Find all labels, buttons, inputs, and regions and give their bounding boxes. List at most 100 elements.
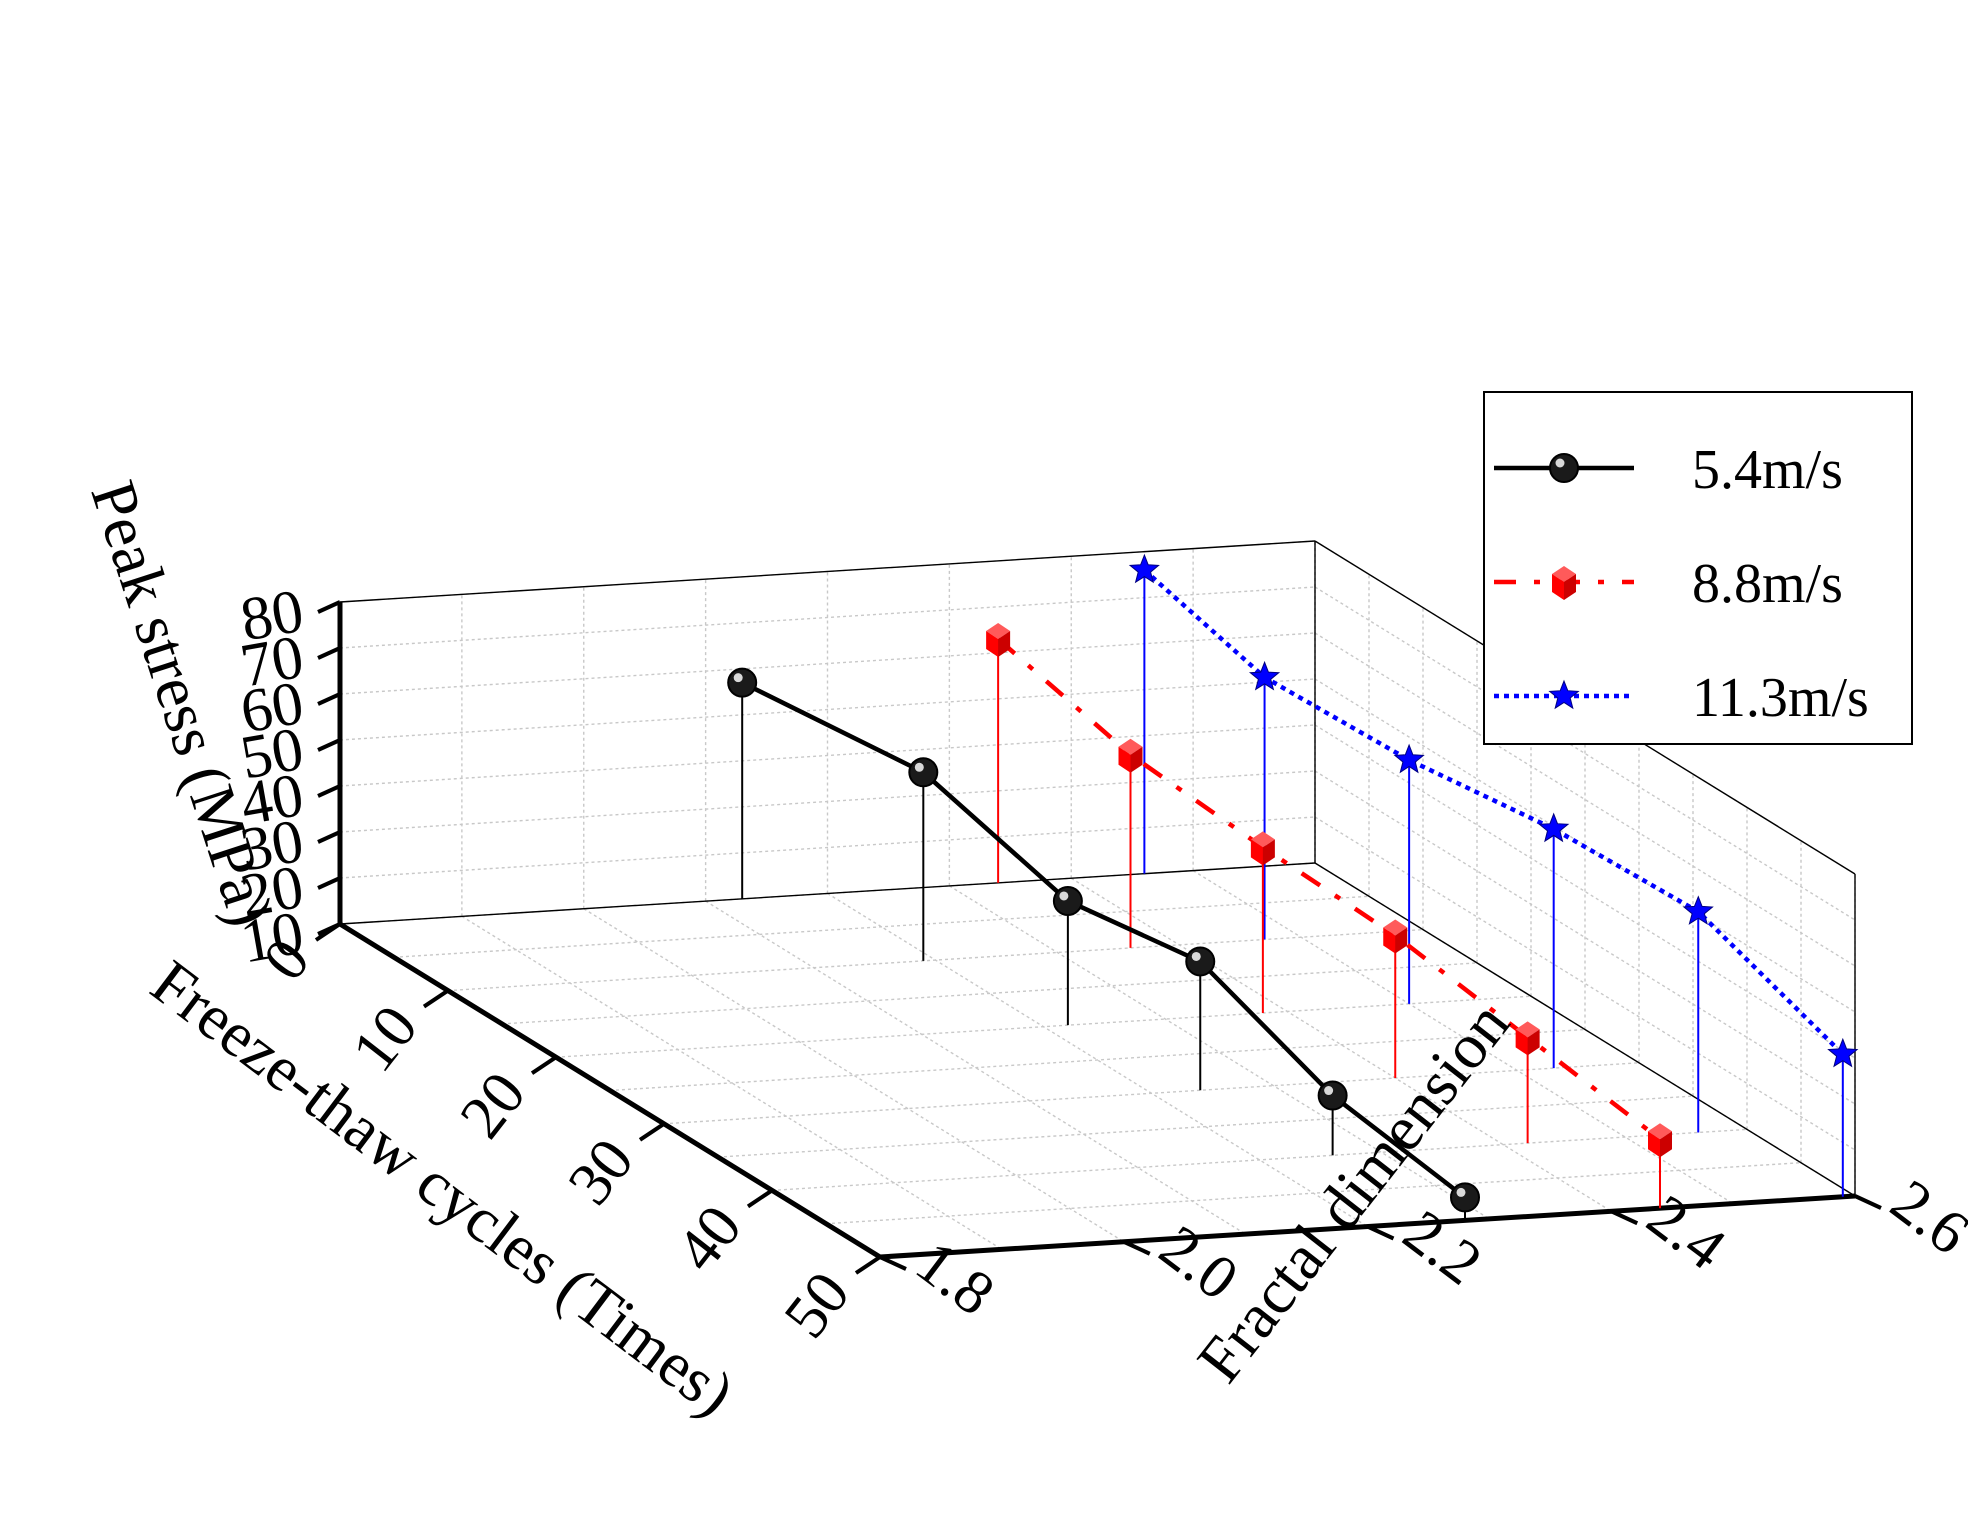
data-point	[986, 623, 1011, 658]
legend-label: 8.8m/s	[1692, 553, 1843, 615]
z-tick-label: 60	[236, 669, 309, 747]
grid-line	[1314, 770, 1856, 1105]
data-point	[1515, 1021, 1540, 1056]
grid-line	[1314, 678, 1856, 1013]
fractal-tick-label: 1.8	[904, 1228, 1007, 1329]
marker-right	[1564, 574, 1576, 600]
grid-line	[339, 816, 1316, 879]
marker-highlight	[1324, 1086, 1334, 1096]
z-tick	[317, 876, 341, 890]
marker-highlight	[733, 673, 743, 683]
x-tick-label: 30	[555, 1127, 647, 1218]
x-tick	[314, 922, 342, 942]
data-point	[1450, 1182, 1480, 1213]
data-point	[1317, 1080, 1348, 1111]
marker-star	[1682, 895, 1714, 925]
grid-line	[583, 908, 1125, 1243]
series-line	[1142, 568, 1845, 1056]
grid-line	[339, 678, 1316, 741]
legend-marker	[1552, 566, 1576, 600]
marker-right	[1660, 1131, 1672, 1158]
series-line	[996, 637, 1662, 1141]
grid-line	[393, 895, 1370, 958]
data-point	[1185, 946, 1216, 977]
marker-star	[1827, 1037, 1859, 1068]
marker-highlight	[1059, 891, 1069, 901]
x-tick-label: 40	[663, 1193, 755, 1284]
data-point	[1827, 1037, 1859, 1068]
data-point	[1118, 738, 1143, 773]
legend-marker	[1549, 453, 1579, 483]
grid-line	[771, 1128, 1748, 1192]
grid-line	[949, 885, 1490, 1220]
fractal-tick	[1610, 1209, 1639, 1226]
marker-star	[1548, 679, 1580, 710]
x-tick-label: 20	[447, 1060, 539, 1151]
series-11.3m/s	[1128, 553, 1859, 1197]
marker-left	[1552, 574, 1564, 600]
marker-right	[1130, 746, 1143, 773]
data-point	[1250, 831, 1275, 866]
data-point	[1383, 919, 1408, 954]
legend-label: 11.3m/s	[1692, 667, 1869, 729]
legend-item: 8.8m/s	[1494, 553, 1843, 615]
fractal-tick	[1122, 1239, 1151, 1256]
x-axis-title: Freeze-thaw cycles (Times)	[139, 946, 748, 1429]
x-axis-line	[338, 921, 882, 1260]
grid-line	[1314, 632, 1856, 967]
series-line	[741, 680, 1467, 1200]
fractal-tick	[1366, 1224, 1395, 1241]
data-point	[1052, 885, 1083, 916]
fractal-tick	[1854, 1194, 1882, 1210]
series-8.8m/s	[986, 623, 1672, 1209]
x-tick-label: 10	[339, 993, 431, 1084]
marker-body	[908, 757, 939, 788]
marker-left	[1118, 746, 1131, 773]
grid-line	[1314, 586, 1856, 921]
marker-highlight	[1555, 458, 1565, 468]
grid-line	[461, 915, 1003, 1250]
series-5.4m/s	[727, 667, 1480, 1221]
x-tick	[530, 1055, 558, 1075]
marker-star	[1248, 660, 1281, 691]
marker-left	[1383, 927, 1396, 954]
z-tick-label: 50	[236, 715, 309, 793]
marker-left	[1648, 1131, 1660, 1158]
grid-line	[501, 962, 1478, 1025]
fractal-tick-label: 2.6	[1879, 1167, 1968, 1268]
marker-right	[998, 631, 1011, 658]
data-point	[1538, 812, 1570, 843]
z-tick-label: 70	[236, 623, 309, 701]
x-tick	[422, 988, 450, 1009]
grid-line	[1070, 877, 1612, 1212]
data-point	[1128, 553, 1160, 584]
marker-body	[1549, 453, 1579, 483]
legend-marker	[1548, 679, 1580, 710]
data-point	[908, 757, 939, 788]
z-tick	[317, 600, 341, 614]
z-tick	[317, 784, 341, 798]
box-edge	[1314, 862, 1856, 1197]
grid-line	[1314, 816, 1856, 1151]
grid-line	[339, 632, 1316, 695]
marker-highlight	[1191, 951, 1201, 961]
marker-right	[1262, 839, 1275, 866]
grid-line	[339, 770, 1316, 833]
data-point	[1682, 895, 1714, 925]
marker-body	[1317, 1080, 1348, 1111]
data-point	[727, 667, 758, 698]
marker-body	[1185, 946, 1216, 977]
grid-line	[339, 724, 1316, 787]
marker-star	[1538, 812, 1570, 843]
marker-body	[1450, 1182, 1480, 1213]
z-tick	[317, 646, 341, 660]
z-tick-label: 40	[236, 761, 309, 839]
data-point	[1248, 660, 1281, 691]
marker-star	[1128, 553, 1160, 584]
grid-line	[609, 1028, 1586, 1092]
marker-right	[1395, 927, 1408, 954]
z-tick	[317, 692, 341, 706]
z-tick	[317, 830, 341, 844]
z-tick-label: 80	[236, 577, 309, 655]
